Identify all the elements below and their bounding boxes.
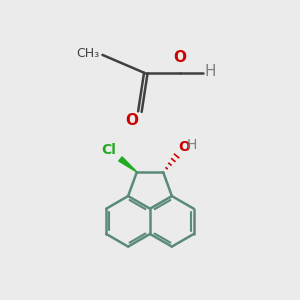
Text: O: O bbox=[173, 50, 186, 65]
Polygon shape bbox=[119, 157, 137, 172]
Text: O: O bbox=[126, 113, 139, 128]
Text: Cl: Cl bbox=[101, 143, 116, 158]
Text: H: H bbox=[187, 138, 197, 152]
Text: CH₃: CH₃ bbox=[76, 47, 100, 60]
Text: H: H bbox=[205, 64, 217, 79]
Text: O: O bbox=[178, 140, 190, 154]
